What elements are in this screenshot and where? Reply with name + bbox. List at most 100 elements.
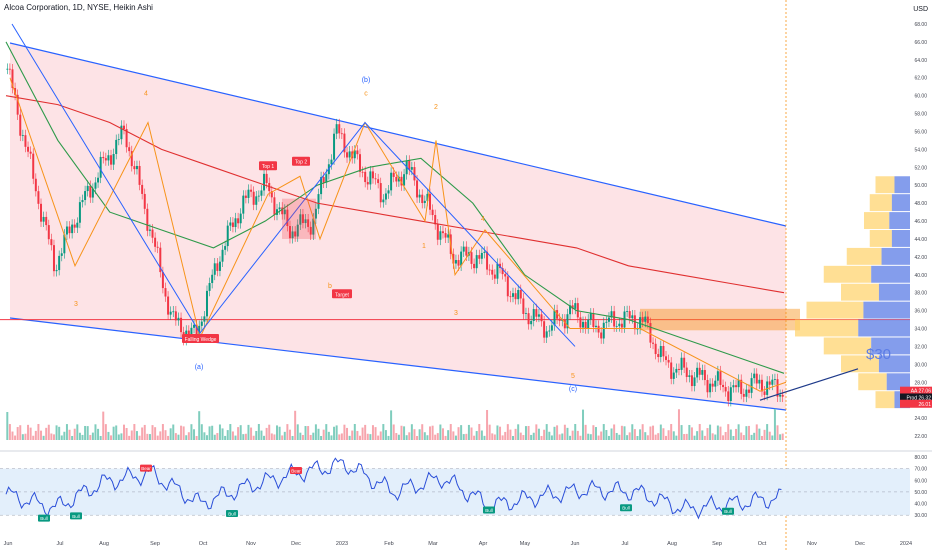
- volume-bar: [395, 433, 398, 440]
- volume-bar: [667, 430, 670, 440]
- rsi-tag-7: Bull: [724, 509, 732, 514]
- volume-bar: [218, 424, 221, 440]
- volume-bar: [519, 432, 522, 440]
- volume-bar: [493, 434, 496, 440]
- candle: [732, 385, 735, 388]
- volume-bar: [138, 435, 141, 440]
- volume-bar: [758, 428, 761, 440]
- volume-bar: [276, 425, 278, 440]
- candle: [265, 173, 268, 183]
- candle: [78, 202, 81, 223]
- volume-bar: [584, 424, 587, 440]
- volume-bar: [517, 424, 520, 440]
- candle: [537, 314, 540, 317]
- volume-bar: [125, 428, 128, 440]
- volume-profile-bar-7: [806, 301, 864, 319]
- volume-profile-bar-b-0: [894, 176, 910, 194]
- volume-bar: [314, 424, 317, 440]
- candle: [566, 314, 569, 329]
- price-tick-2: 64.00: [914, 58, 927, 64]
- candle: [594, 325, 597, 328]
- price-tick-12: 44.00: [914, 237, 927, 243]
- rsi-line: [5, 457, 782, 520]
- volume-bar: [392, 424, 395, 440]
- candle: [226, 225, 229, 247]
- candle: [32, 153, 35, 179]
- candle: [34, 178, 37, 192]
- volume-bar: [747, 425, 750, 440]
- volume-bar: [304, 426, 307, 440]
- time-label-16: Oct: [758, 541, 767, 547]
- candle: [397, 176, 400, 182]
- candle: [403, 174, 406, 186]
- candle: [475, 255, 478, 269]
- candle: [37, 191, 40, 204]
- candle: [281, 207, 284, 215]
- candle: [587, 319, 590, 329]
- volume-bar: [470, 427, 473, 440]
- volume-bar: [307, 426, 310, 440]
- time-label-6: Dec: [291, 541, 301, 547]
- volume-bar: [486, 409, 489, 440]
- candle: [353, 150, 356, 159]
- volume-bar: [672, 431, 675, 440]
- candle: [164, 288, 167, 297]
- candle: [312, 218, 315, 235]
- candle: [613, 311, 616, 327]
- candle: [296, 224, 299, 237]
- candle: [524, 313, 527, 314]
- candle: [112, 153, 115, 165]
- candle: [519, 289, 522, 299]
- candle: [441, 231, 444, 234]
- volume-bar: [548, 431, 551, 440]
- volume-bar: [361, 427, 364, 440]
- volume-bar: [644, 432, 647, 440]
- candle: [52, 245, 55, 272]
- candle: [19, 114, 22, 136]
- candle: [63, 234, 66, 254]
- volume-bar: [662, 428, 665, 440]
- candle: [605, 321, 608, 323]
- candle: [97, 177, 100, 183]
- volume-bar: [410, 424, 413, 440]
- volume-bar: [719, 426, 722, 440]
- candle: [493, 274, 496, 279]
- volume-bar: [659, 424, 662, 440]
- candle: [172, 311, 175, 313]
- volume-bar: [582, 409, 585, 440]
- time-label-19: 2024: [900, 541, 912, 547]
- volume-bar: [115, 425, 118, 440]
- candle: [418, 194, 421, 198]
- volume-bar: [390, 410, 393, 440]
- volume-bar: [426, 435, 429, 440]
- volume-bar: [680, 425, 683, 440]
- candle: [556, 310, 559, 319]
- time-label-15: Sep: [712, 541, 722, 547]
- volume-bar: [71, 435, 74, 440]
- volume-bar: [740, 432, 743, 440]
- candle: [470, 252, 473, 264]
- candle: [346, 152, 349, 158]
- candle: [366, 182, 369, 185]
- wave-label-3: (b): [362, 77, 371, 84]
- candle: [760, 379, 763, 392]
- volume-bar: [14, 435, 17, 440]
- volume-bar: [382, 424, 385, 440]
- volume-bar: [579, 435, 582, 440]
- candle: [299, 214, 302, 225]
- candle: [273, 197, 276, 215]
- volume-bar: [413, 429, 416, 440]
- volume-bar: [338, 434, 341, 440]
- pattern-label-bg-1: [259, 161, 277, 171]
- candle: [257, 195, 260, 197]
- candle: [447, 234, 450, 238]
- price-tick-4: 60.00: [914, 94, 927, 100]
- rsi-tag-bg-5: [483, 506, 495, 514]
- price-tag-2: 26.01: [918, 402, 931, 408]
- volume-bar: [193, 429, 196, 440]
- candle: [763, 391, 766, 395]
- volume-bar: [429, 426, 432, 440]
- candle: [6, 68, 9, 70]
- volume-bar: [143, 424, 146, 440]
- volume-bar: [286, 424, 289, 440]
